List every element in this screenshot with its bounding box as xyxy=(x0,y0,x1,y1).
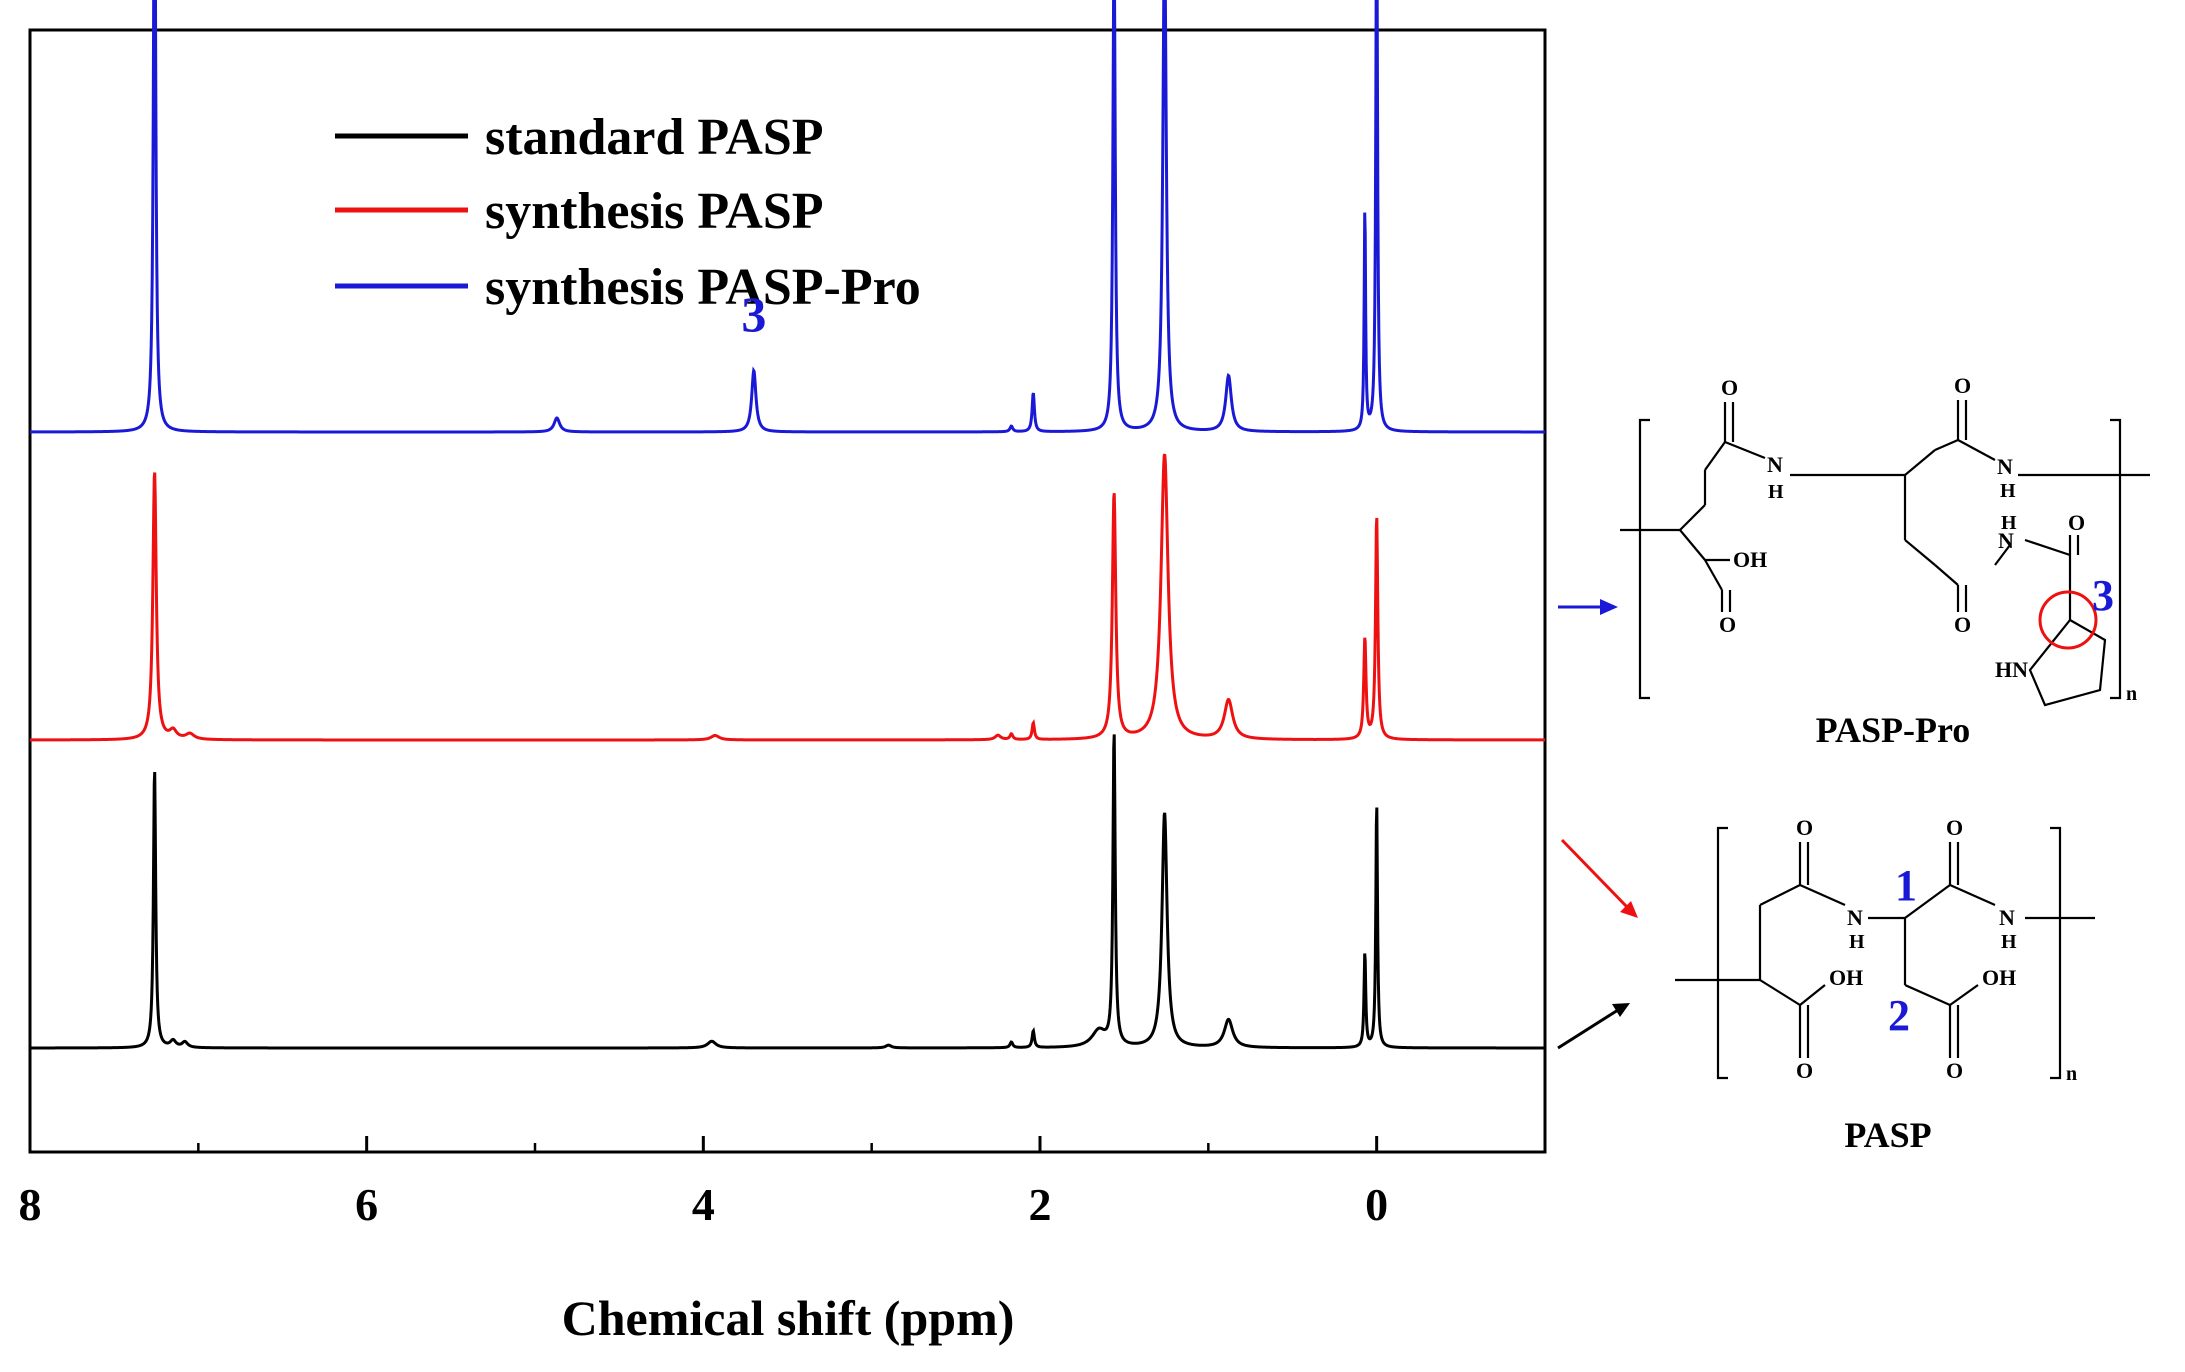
svg-text:N: N xyxy=(1767,452,1783,477)
pasp-name: PASP xyxy=(1844,1115,1931,1155)
legend-label-standard-pasp: standard PASP xyxy=(485,109,824,166)
svg-text:n: n xyxy=(2126,683,2137,705)
svg-text:H: H xyxy=(1768,481,1784,503)
svg-text:HN: HN xyxy=(1995,657,2028,682)
svg-text:H: H xyxy=(1849,931,1865,953)
svg-text:OH: OH xyxy=(1829,965,1863,990)
svg-text:O: O xyxy=(1796,1058,1813,1083)
structure-pasp-pro xyxy=(1620,400,2150,707)
svg-text:O: O xyxy=(1721,375,1738,400)
svg-text:H: H xyxy=(2001,931,2017,953)
svg-text:H: H xyxy=(2001,512,2017,534)
peak-annotation-3: 3 xyxy=(741,286,766,342)
x-tick-label: 0 xyxy=(1365,1179,1388,1230)
svg-text:O: O xyxy=(1954,612,1971,637)
x-tick-label: 8 xyxy=(19,1179,42,1230)
svg-text:OH: OH xyxy=(1733,547,1767,572)
svg-text:OH: OH xyxy=(1982,965,2016,990)
legend: standard PASP synthesis PASP synthesis P… xyxy=(335,109,921,316)
pasp-pro-marker-3: 3 xyxy=(2092,571,2114,620)
svg-text:N: N xyxy=(1999,905,2015,930)
arrow-blue xyxy=(1558,599,1618,615)
svg-text:O: O xyxy=(1796,815,1813,840)
spectrum-line-standard-pasp xyxy=(30,734,1545,1050)
svg-text:N: N xyxy=(1847,905,1863,930)
svg-text:N: N xyxy=(1997,454,2013,479)
svg-text:O: O xyxy=(1946,815,1963,840)
structure-pasp xyxy=(1675,826,2095,1080)
structure-pasp-pro-labels: O N H OH O O N H N H O O HN n 3 PASP-Pro xyxy=(1719,373,2137,750)
svg-text:O: O xyxy=(1946,1058,1963,1083)
pasp-marker-1: 1 xyxy=(1895,861,1917,910)
svg-text:O: O xyxy=(2068,510,2085,535)
spectrum-line-synthesis-pasp xyxy=(30,453,1545,742)
legend-label-synthesis-pasp: synthesis PASP xyxy=(485,183,824,240)
x-tick-label: 6 xyxy=(355,1179,378,1230)
svg-text:O: O xyxy=(1954,373,1971,398)
arrow-black xyxy=(1557,1003,1630,1050)
arrow-red xyxy=(1560,838,1638,918)
svg-text:O: O xyxy=(1719,612,1736,637)
structure-pasp-labels: O N H OH O O N H OH O n 1 2 PASP xyxy=(1796,815,2077,1155)
svg-text:H: H xyxy=(2000,480,2016,502)
pasp-marker-2: 2 xyxy=(1888,991,1910,1040)
pasp-pro-name: PASP-Pro xyxy=(1816,710,1971,750)
spectra-group xyxy=(30,0,1545,1050)
x-tick-label: 2 xyxy=(1029,1179,1052,1230)
svg-text:N: N xyxy=(1998,528,2014,553)
x-axis-title: Chemical shift (ppm) xyxy=(562,1290,1015,1346)
peak-annotations: 123 xyxy=(741,286,766,342)
spectrum-line-synthesis-pasp-pro xyxy=(30,0,1545,434)
plot-frame xyxy=(28,28,1547,1154)
x-tick-label: 4 xyxy=(692,1179,715,1230)
x-axis-ticks: 8 6 4 2 0 xyxy=(19,1136,1547,1230)
legend-label-synthesis-pasp-pro: synthesis PASP-Pro xyxy=(485,259,921,316)
svg-text:n: n xyxy=(2066,1063,2077,1085)
